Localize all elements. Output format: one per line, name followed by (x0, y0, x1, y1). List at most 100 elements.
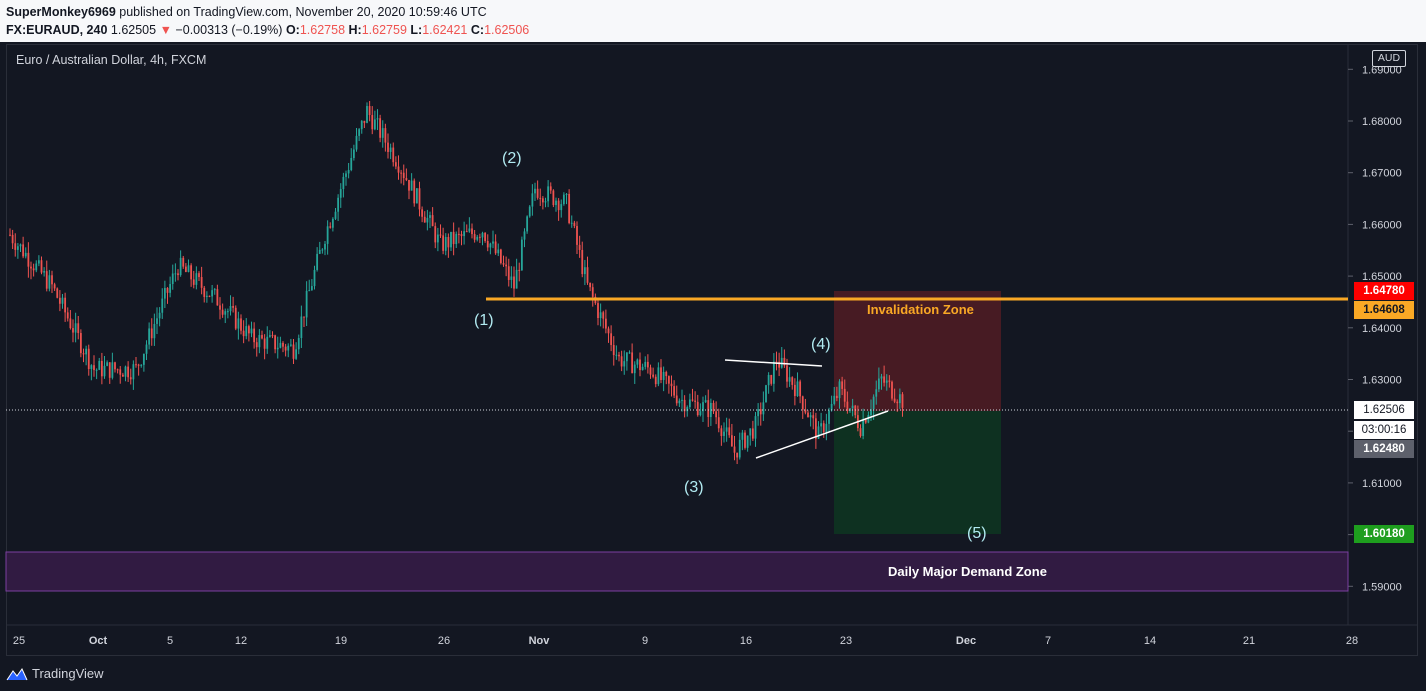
candle-body (82, 353, 85, 355)
current-price-tag: 1.62506 (1354, 401, 1414, 419)
candle-body (843, 388, 846, 402)
candle-body (132, 364, 135, 380)
candle-body (226, 311, 229, 313)
candle-body (203, 287, 206, 297)
candle-body (549, 186, 552, 191)
candle-body (520, 239, 523, 271)
candle-body (287, 345, 290, 351)
candle-body (455, 233, 458, 245)
candle-body (793, 384, 796, 397)
candle-body (163, 287, 166, 299)
pane-title: Euro / Australian Dollar, 4h, FXCM (16, 53, 207, 67)
candle-body (715, 411, 718, 418)
candle-body (198, 273, 200, 278)
currency-button[interactable]: AUD (1372, 50, 1406, 67)
candle-body (870, 409, 872, 415)
tradingview-logo[interactable]: TradingView (6, 666, 104, 681)
candle-body (200, 277, 203, 288)
candle-body (219, 305, 221, 310)
price-tick-label: 1.59000 (1362, 581, 1402, 593)
candle-body (799, 381, 802, 397)
candle-body (612, 345, 615, 356)
candle-body (633, 364, 636, 374)
candle-body (321, 249, 324, 251)
candle-body (541, 198, 544, 203)
time-tick-label: Nov (529, 635, 551, 647)
candle-body (565, 193, 568, 195)
candle-body (602, 312, 605, 319)
candle-body (513, 276, 515, 289)
candle-body (644, 361, 647, 367)
candle-body (709, 402, 712, 418)
candle-body (646, 361, 649, 368)
triangle-upper-trendline[interactable] (724, 359, 823, 367)
candle-body (137, 364, 140, 366)
chart-frame[interactable] (6, 44, 1418, 656)
candle-body (468, 228, 471, 232)
take-profit-zone[interactable] (834, 411, 1001, 534)
candle-body (376, 118, 379, 120)
time-tick-label: 16 (740, 635, 752, 647)
candle-body (184, 266, 187, 272)
wave-3-label[interactable]: (3) (684, 479, 704, 496)
candle-body (439, 234, 442, 236)
candle-body (552, 190, 555, 206)
candle-body (465, 231, 468, 233)
candle-body (450, 231, 452, 248)
candle-body (486, 240, 489, 248)
wave-1-label[interactable]: (1) (474, 312, 494, 329)
time-tick-label: 21 (1243, 635, 1255, 647)
candle-body (744, 432, 746, 448)
demand-zone-rect[interactable] (5, 551, 1349, 592)
candle-body (652, 374, 655, 377)
price-tick-label: 1.64000 (1362, 323, 1402, 335)
candle-body (581, 249, 584, 275)
candle-body (150, 328, 153, 339)
candle-body (66, 312, 69, 319)
candle-body (387, 142, 389, 152)
candle-body (158, 312, 161, 319)
price-axis[interactable]: 1.69000 1.68000 1.67000 1.66000 1.65000 1.640… (1348, 64, 1402, 593)
time-axis[interactable]: 25 Oct 5 12 19 26 Nov 9 16 23 Dec 7 14 21 28 (13, 635, 1358, 647)
candle-body (253, 328, 256, 343)
candle-body (639, 359, 641, 371)
stop-loss-zone[interactable] (834, 291, 1001, 411)
candle-body (707, 400, 710, 418)
published-text: published on TradingView.com, November 2… (119, 5, 487, 19)
candle-body (37, 260, 40, 264)
candle-body (48, 275, 51, 289)
candle-body (754, 416, 757, 439)
candle-body (604, 318, 607, 329)
candle-body (673, 386, 676, 396)
wave-2-label[interactable]: (2) (502, 150, 522, 167)
candle-body (93, 365, 95, 371)
candle-body (127, 366, 130, 378)
candle-body (182, 257, 185, 267)
candle-body (694, 400, 697, 402)
candle-body (526, 216, 529, 232)
candle-body (675, 395, 678, 404)
candle-body (683, 399, 686, 412)
candle-body (135, 364, 137, 366)
candle-body (615, 354, 618, 356)
candle-body (405, 178, 408, 181)
candle-body (250, 328, 253, 334)
wave-5-label[interactable]: (5) (967, 525, 987, 542)
candle-body (352, 149, 355, 159)
wave-4-label[interactable]: (4) (811, 336, 831, 353)
candle-body (833, 395, 836, 404)
author-name[interactable]: SuperMonkey6969 (6, 5, 116, 19)
candle-body (192, 279, 195, 285)
candle-body (478, 236, 481, 238)
candle-body (221, 309, 224, 315)
candle-body (142, 353, 145, 365)
bar-countdown: 03:00:16 (1354, 421, 1414, 439)
candle-body (242, 330, 245, 337)
candle-body (381, 128, 384, 138)
last-price: 1.62505 (110, 23, 157, 37)
triangle-lower-trendline[interactable] (755, 410, 889, 459)
candle-body (736, 452, 739, 458)
price-change: −0.00313 (−0.19%) (175, 23, 283, 37)
candle-body (473, 234, 476, 240)
